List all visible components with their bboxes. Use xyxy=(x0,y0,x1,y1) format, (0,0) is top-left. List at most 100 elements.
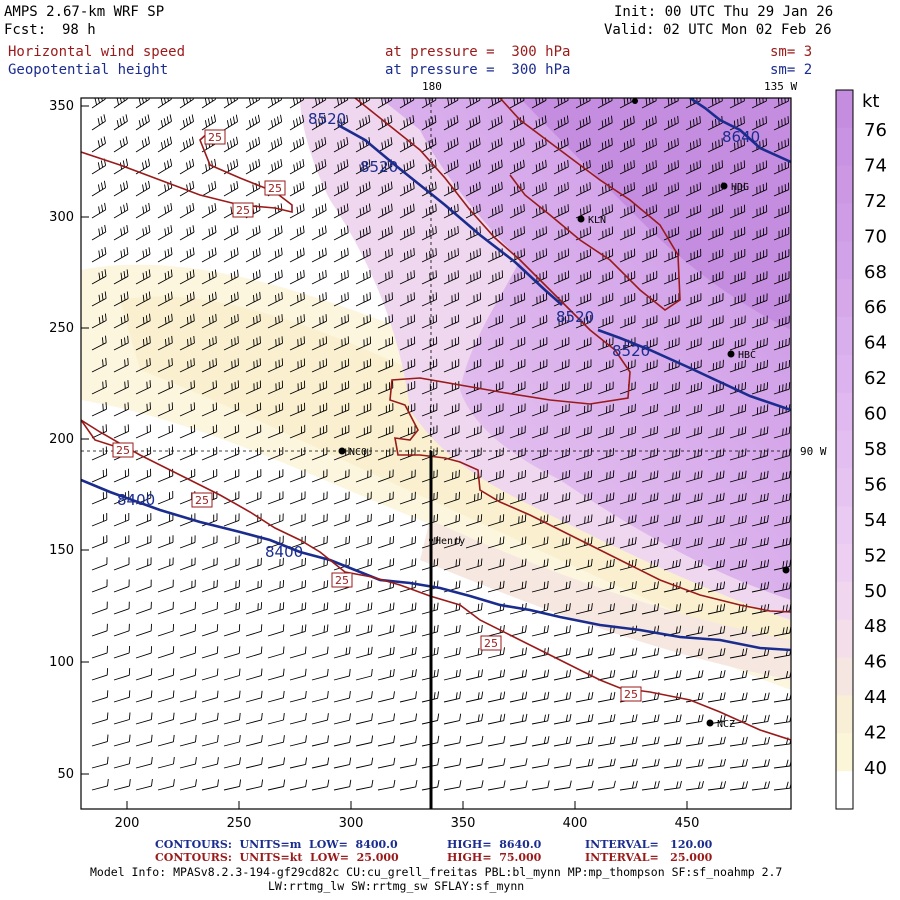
wind-barb xyxy=(707,625,726,637)
wind-barb xyxy=(245,735,263,747)
wind-barb xyxy=(245,336,261,351)
wind-barb xyxy=(509,758,528,769)
wind-barb xyxy=(201,757,219,769)
wind-barb xyxy=(487,758,506,769)
wind-barb xyxy=(685,559,703,571)
footer-height-contours: CONTOURS: UNITS=m LOW= 8400.0 xyxy=(155,838,398,851)
colorbar-swatch-46 xyxy=(836,657,853,696)
colorbar-label-50: 50 xyxy=(864,581,887,602)
wind-barb xyxy=(597,159,613,175)
meridian-lines xyxy=(81,98,791,460)
wind-barb xyxy=(135,646,153,659)
wind-barb xyxy=(707,448,725,461)
wind-barb xyxy=(553,669,572,681)
wind-barb xyxy=(421,403,438,417)
wind-barb xyxy=(443,292,460,307)
wind-barb xyxy=(223,690,241,703)
svg-text:25: 25 xyxy=(624,688,638,701)
wind-barb xyxy=(443,225,459,241)
wind-barb xyxy=(245,358,261,373)
wind-barb xyxy=(91,291,107,307)
wind-barb xyxy=(179,114,194,131)
wind-barb xyxy=(91,690,109,703)
wind-barb xyxy=(443,137,459,153)
wind-barb xyxy=(663,736,682,747)
wind-barb xyxy=(311,469,328,483)
wind-barb xyxy=(223,98,238,109)
wind-barb xyxy=(399,115,415,131)
wind-barb xyxy=(597,558,615,571)
wind-barb xyxy=(553,492,571,505)
wind-barb xyxy=(575,536,593,549)
wind-barb xyxy=(707,293,724,307)
wind-barb xyxy=(487,713,506,725)
wind-barb xyxy=(289,469,306,483)
wind-barb xyxy=(619,669,638,681)
wind-barb xyxy=(773,537,791,549)
wind-barb xyxy=(443,203,459,219)
wind-barb xyxy=(91,98,106,109)
wind-barb xyxy=(289,557,306,571)
wind-barb xyxy=(157,158,173,175)
colorbar-label-74: 74 xyxy=(864,155,887,176)
wind-barb xyxy=(575,780,594,791)
wind-barb xyxy=(355,314,372,329)
wind-barb xyxy=(201,446,218,461)
wind-barb xyxy=(333,247,349,263)
wind-barb xyxy=(179,313,195,329)
wind-barb xyxy=(355,735,374,747)
wind-barb xyxy=(157,98,172,109)
speed-label-4: 25 xyxy=(112,442,134,458)
wind-barb xyxy=(157,646,175,659)
wind-barb xyxy=(179,180,195,197)
wind-barb xyxy=(751,359,768,373)
wind-barb xyxy=(531,359,548,373)
wind-barb xyxy=(487,203,503,219)
wind-barb xyxy=(289,757,308,769)
map-frame xyxy=(80,97,792,810)
wind-barb xyxy=(245,269,261,285)
wind-barb xyxy=(355,602,373,615)
wind-barb xyxy=(729,404,747,417)
wind-barb xyxy=(487,115,503,131)
wind-barb xyxy=(465,447,482,461)
wind-barb xyxy=(333,380,350,395)
wind-barb xyxy=(707,470,725,483)
wind-barb xyxy=(289,690,307,703)
wind-barb xyxy=(465,292,482,307)
wind-barb xyxy=(751,337,768,351)
wind-barb xyxy=(553,314,570,329)
wind-barb xyxy=(289,402,306,417)
wind-barb xyxy=(113,579,130,593)
wind-barb xyxy=(157,579,174,593)
wind-barb xyxy=(509,292,526,307)
wind-barb xyxy=(531,492,549,505)
wind-barb xyxy=(245,690,263,703)
wind-barb xyxy=(311,513,328,527)
wind-barb xyxy=(685,581,704,593)
wind-barb xyxy=(135,557,152,571)
wind-barb xyxy=(267,735,285,747)
wind-barb xyxy=(223,247,239,263)
wind-barb xyxy=(223,358,239,373)
wind-barb xyxy=(751,426,769,439)
wind-barb xyxy=(289,380,306,395)
colorbar-label-60: 60 xyxy=(864,404,887,425)
wind-barb xyxy=(333,713,351,725)
wind-barb xyxy=(135,180,151,197)
model-title: AMPS 2.67-km WRF SP xyxy=(4,4,165,20)
wind-barb xyxy=(443,558,461,571)
wind-barb xyxy=(289,358,306,373)
wind-barb xyxy=(641,736,660,747)
wind-barb xyxy=(399,403,416,417)
wind-barb xyxy=(509,381,526,395)
wind-barb xyxy=(223,601,241,615)
wind-barb xyxy=(377,757,396,769)
field-title-wind: Horizontal wind speed xyxy=(8,44,186,60)
wind-barb xyxy=(91,357,107,373)
wind-barb xyxy=(597,448,615,461)
wind-barb xyxy=(333,447,350,461)
wind-barb xyxy=(311,602,329,615)
wind-barb xyxy=(597,780,616,791)
height-label-8400-b: 8400 xyxy=(265,543,303,561)
